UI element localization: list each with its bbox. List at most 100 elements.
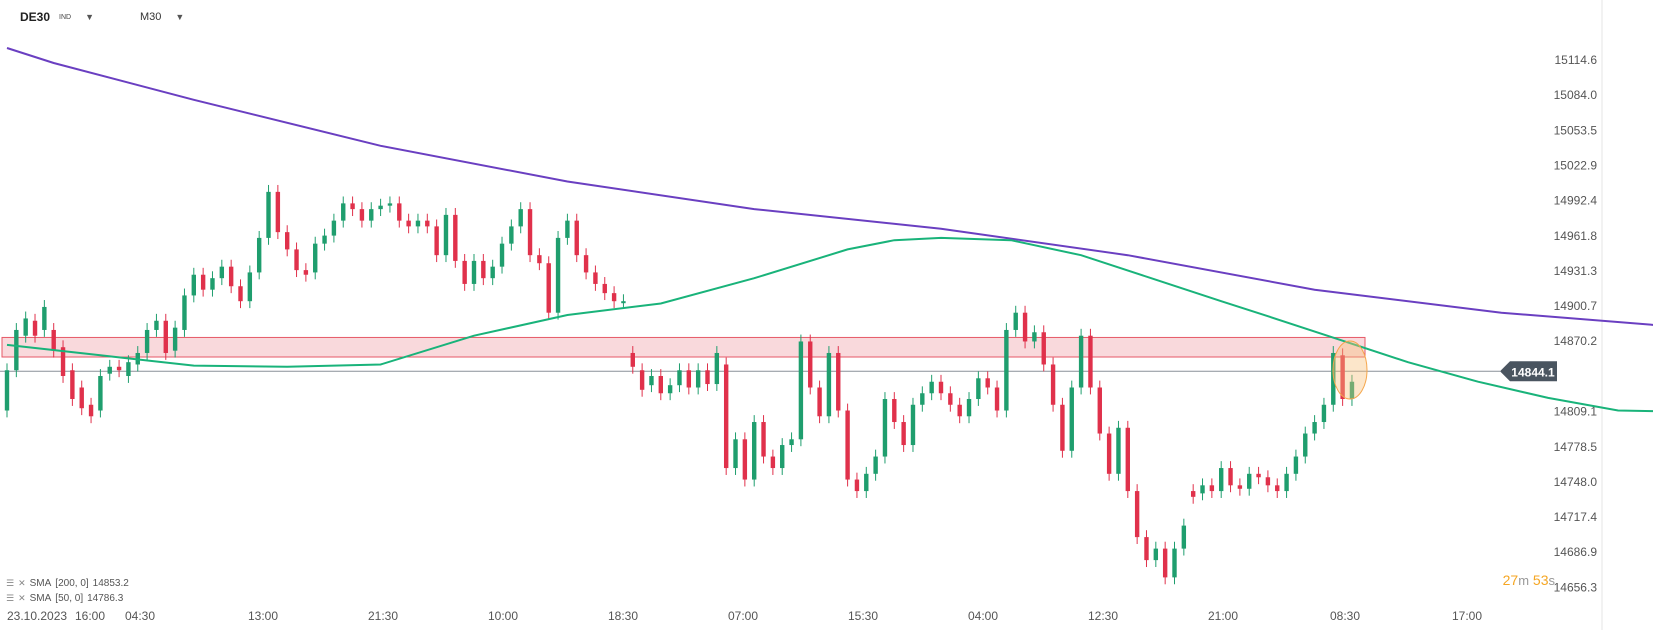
candle-body [1284,473,1289,492]
candle-body [313,243,318,273]
x-tick-label: 08:30 [1330,609,1360,623]
candle-body [219,266,225,279]
candle-body [481,260,486,279]
candle-body [1032,332,1037,342]
candle-body [882,399,888,457]
candle-body [901,422,906,446]
y-tick-label: 14931.3 [1554,264,1598,278]
candle-body [565,220,570,238]
candle-body [752,422,757,480]
candle-body [42,306,47,330]
candle-body [275,191,281,233]
candle-body [1228,468,1233,486]
candle-body [1153,548,1159,561]
legend-sma200[interactable]: ☰ ✕ SMA [200, 0] 14853.2 [6,578,129,589]
timeframe-label[interactable]: M30 [140,11,162,23]
legend-sma50[interactable]: ☰ ✕ SMA [50, 0] 14786.3 [6,593,123,604]
candle-body [331,220,337,236]
y-tick-label: 14748.0 [1554,475,1598,489]
candle-body [1106,433,1112,474]
candle-body [667,385,673,394]
list-icon[interactable]: ☰ [6,578,15,588]
candle-body [1144,537,1149,561]
y-tick-label: 14656.3 [1554,580,1598,594]
legend-sma50-params: [50, 0] [55,593,84,604]
candle-body [285,232,290,250]
candle-body [789,439,794,446]
candle-body [948,393,953,405]
candle-body [247,272,253,302]
candle-body [1022,312,1028,342]
x-tick-label: 10:00 [488,609,518,623]
chevron-down-icon[interactable]: ▼ [85,12,95,22]
candle-body [1069,387,1074,451]
x-tick-label: 18:30 [608,609,638,623]
candle-body [845,410,850,480]
candle-body [938,381,944,394]
resistance-zone [1,336,1366,358]
candle-body [1181,525,1187,549]
candle-body [537,255,542,264]
candle-body [1256,473,1261,478]
candle-body [387,203,393,206]
candle-body [1116,427,1121,474]
x-tick-label: 13:00 [248,609,278,623]
candle-body [4,370,10,411]
candle-body [1275,485,1280,492]
price-tag [1500,361,1557,382]
candle-body [1078,335,1084,388]
candle-body [172,327,178,351]
y-tick-label: 14961.8 [1554,229,1598,243]
candle-body [929,381,934,394]
candle-body [1340,355,1345,400]
candle-body [723,364,729,469]
candle-body [864,473,869,492]
candle-body [761,422,766,457]
legend-sma200-params: [200, 0] [55,578,89,589]
candle-body [873,456,878,474]
candle-body [1219,468,1224,492]
candle-body [1303,433,1308,457]
x-tick-label: 21:30 [368,609,398,623]
timer-min-unit: m [1518,573,1530,588]
candle-body [1209,485,1215,492]
candle-body [714,352,720,385]
y-tick-label: 14778.5 [1554,440,1598,454]
candle-body [397,203,402,221]
candle-body [808,341,813,388]
close-icon[interactable]: ✕ [18,578,26,588]
candle-body [658,375,663,394]
symbol-label[interactable]: DE30 [20,10,51,24]
candle-body [742,439,748,480]
candle-body [1312,422,1317,434]
candle-body [836,352,841,411]
candle-body [350,203,355,210]
x-tick-label: 17:00 [1452,609,1482,623]
timer-sec-unit: s [1548,573,1556,588]
close-icon[interactable]: ✕ [18,593,26,603]
candle-body [369,209,374,221]
candle-body [1190,491,1196,497]
candle-body [826,352,832,417]
y-tick-label: 14717.4 [1554,510,1598,524]
chevron-down-icon[interactable]: ▼ [175,12,185,22]
candle-body [1134,491,1140,538]
candle-body [1237,485,1243,489]
candle-body [70,370,75,400]
candle-body [854,479,860,492]
candle-body [1060,404,1065,451]
candle-body [107,366,112,374]
candle-body [1265,477,1271,486]
x-tick-label: 21:00 [1208,609,1238,623]
candle-body [593,272,598,284]
candle-body [228,266,234,287]
candle-body [116,366,122,371]
candle-body [985,378,990,388]
list-icon[interactable]: ☰ [6,593,15,603]
candle-body [695,370,701,388]
candle-body [462,260,467,284]
legend-sma50-value: 14786.3 [87,593,124,604]
legend-sma50-label: SMA [29,593,52,604]
y-tick-label: 14870.2 [1554,334,1598,348]
